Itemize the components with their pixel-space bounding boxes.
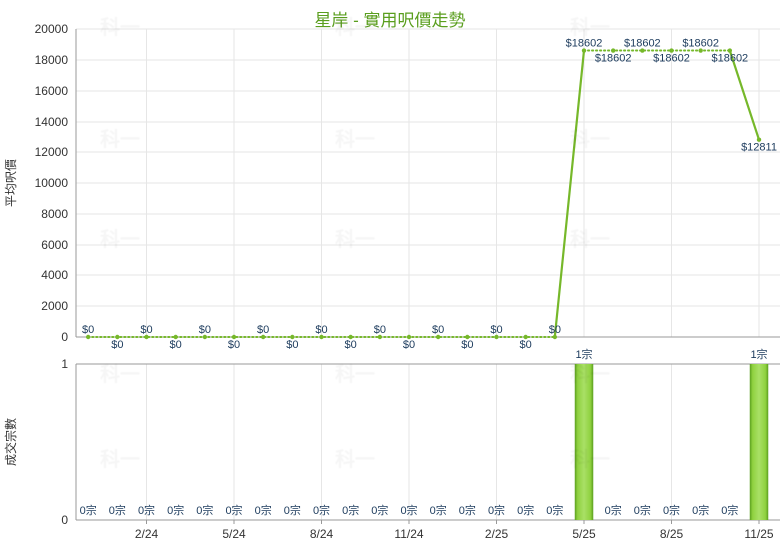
svg-text:1: 1 [61,357,68,371]
svg-text:0宗: 0宗 [430,503,447,517]
svg-text:$18602: $18602 [624,38,661,50]
svg-text:5/24: 5/24 [222,527,246,541]
svg-text:0宗: 0宗 [284,503,301,517]
svg-text:0宗: 0宗 [342,503,359,517]
svg-text:0宗: 0宗 [721,503,738,517]
svg-text:$0: $0 [461,339,473,351]
svg-text:18000: 18000 [35,53,69,67]
svg-text:10000: 10000 [35,176,69,190]
svg-text:16000: 16000 [35,84,69,98]
svg-text:$0: $0 [490,324,502,336]
svg-text:$0: $0 [82,324,94,336]
svg-text:0宗: 0宗 [196,503,213,517]
svg-text:0宗: 0宗 [459,503,476,517]
svg-text:0宗: 0宗 [255,503,272,517]
svg-text:0宗: 0宗 [517,503,534,517]
svg-text:$0: $0 [140,324,152,336]
svg-text:0宗: 0宗 [167,503,184,517]
svg-text:$18602: $18602 [711,53,748,65]
svg-text:11/25: 11/25 [744,527,773,541]
svg-text:8000: 8000 [41,207,68,221]
svg-text:6000: 6000 [41,238,68,252]
svg-text:$0: $0 [315,324,327,336]
svg-text:$0: $0 [170,339,182,351]
svg-text:0宗: 0宗 [109,503,126,517]
svg-text:2000: 2000 [41,299,68,313]
svg-text:0宗: 0宗 [634,503,651,517]
svg-text:12000: 12000 [35,145,69,159]
svg-text:1宗: 1宗 [750,347,767,361]
svg-text:平均呎價: 平均呎價 [4,159,18,207]
svg-text:5/25: 5/25 [572,527,596,541]
svg-text:$0: $0 [374,324,386,336]
svg-text:0宗: 0宗 [313,503,330,517]
svg-text:4000: 4000 [41,268,68,282]
svg-text:8/24: 8/24 [310,527,334,541]
svg-text:$0: $0 [228,339,240,351]
svg-text:$18602: $18602 [566,38,603,50]
svg-text:$0: $0 [549,324,561,336]
svg-text:0宗: 0宗 [663,503,680,517]
svg-text:0宗: 0宗 [400,503,417,517]
svg-text:0: 0 [61,513,68,527]
svg-text:11/24: 11/24 [394,527,423,541]
svg-text:0宗: 0宗 [546,503,563,517]
svg-text:0宗: 0宗 [371,503,388,517]
svg-text:$0: $0 [345,339,357,351]
svg-text:$12811: $12811 [741,142,777,154]
svg-text:0宗: 0宗 [80,503,97,517]
svg-text:0: 0 [61,330,68,344]
svg-text:2/25: 2/25 [485,527,509,541]
svg-text:8/25: 8/25 [660,527,684,541]
svg-text:$0: $0 [432,324,444,336]
svg-text:$0: $0 [403,339,415,351]
svg-text:$0: $0 [286,339,298,351]
svg-text:0宗: 0宗 [138,503,155,517]
svg-text:$0: $0 [257,324,269,336]
svg-text:0宗: 0宗 [692,503,709,517]
svg-text:$18602: $18602 [595,53,632,65]
svg-text:2/24: 2/24 [135,527,159,541]
svg-text:14000: 14000 [35,115,69,129]
svg-text:$18602: $18602 [653,53,690,65]
svg-text:$0: $0 [111,339,123,351]
svg-text:成交宗數: 成交宗數 [3,418,18,466]
svg-text:1宗: 1宗 [575,347,592,361]
svg-text:$0: $0 [520,339,532,351]
svg-text:0宗: 0宗 [605,503,622,517]
svg-text:0宗: 0宗 [488,503,505,517]
svg-text:0宗: 0宗 [225,503,242,517]
svg-text:$0: $0 [199,324,211,336]
svg-text:$18602: $18602 [682,38,719,50]
